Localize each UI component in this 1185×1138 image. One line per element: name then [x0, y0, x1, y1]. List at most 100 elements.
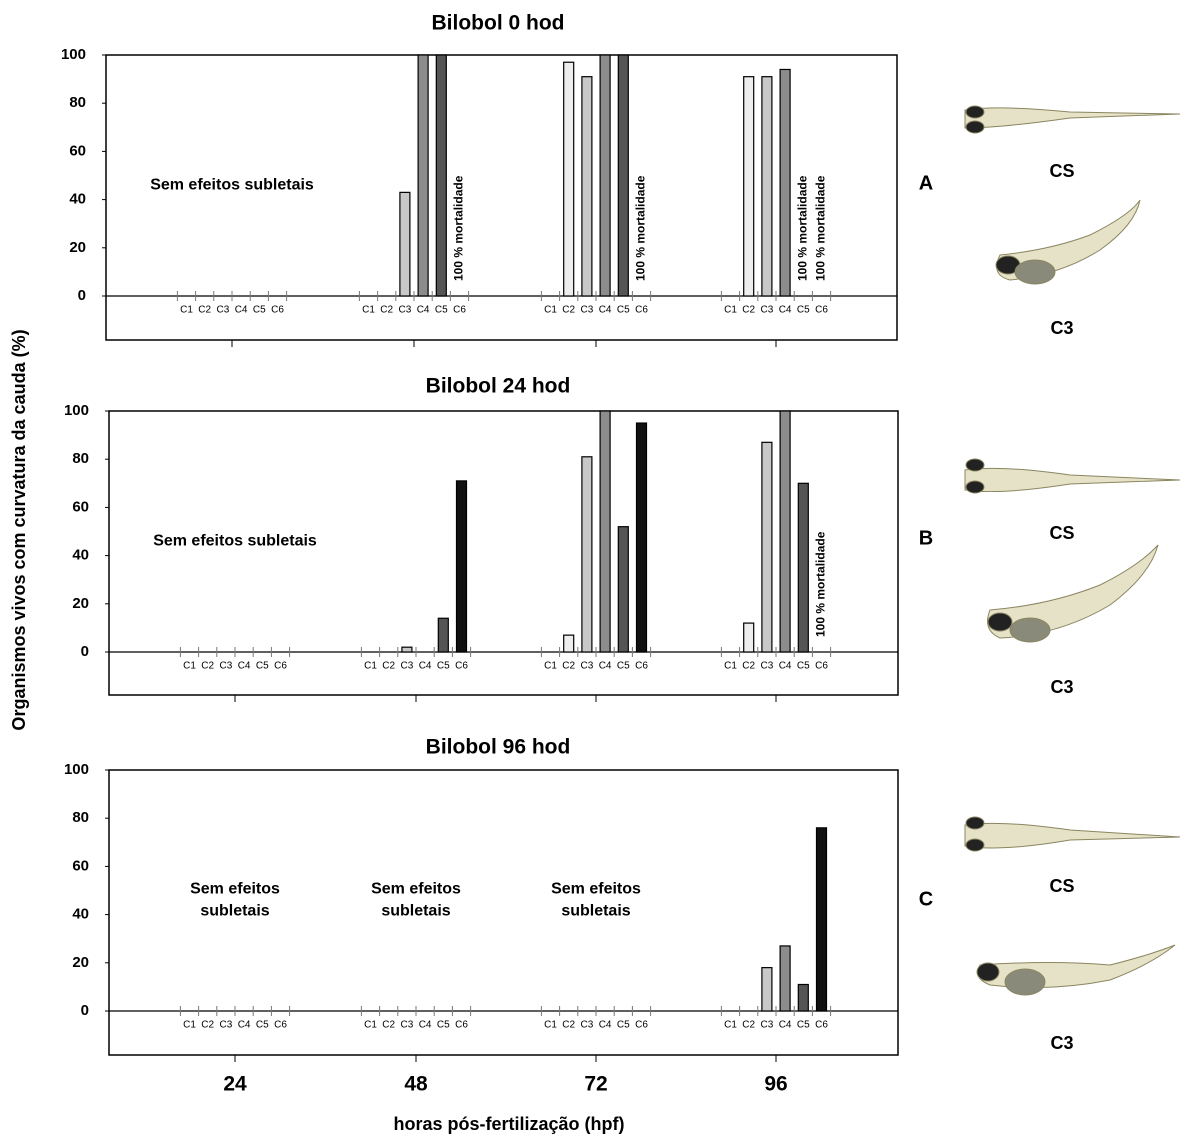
category-label: C3 — [581, 305, 594, 316]
category-label: C5 — [256, 1020, 269, 1031]
category-label: C5 — [797, 1020, 810, 1031]
note: Sem efeitos — [190, 880, 280, 897]
category-label: C6 — [274, 661, 287, 672]
bar — [399, 191, 411, 297]
category-label: C4 — [419, 1020, 432, 1031]
fish-label: C3 — [1050, 1033, 1073, 1053]
mortality-label: 100 % mortalidade — [814, 175, 828, 281]
category-label: C6 — [274, 1020, 287, 1031]
mortality-label: 100 % mortalidade — [795, 175, 809, 281]
bar — [581, 456, 593, 653]
category-label: C6 — [635, 305, 648, 316]
category-label: C1 — [183, 1020, 196, 1031]
chart-title: Bilobol 96 hod — [426, 736, 571, 759]
y-tick-label: 20 — [69, 239, 86, 256]
fish-images — [964, 105, 1181, 996]
bar — [635, 422, 648, 653]
category-label: C4 — [779, 661, 792, 672]
panel-letter: B — [919, 527, 933, 549]
category-label: C6 — [815, 661, 828, 672]
x-group-label: 96 — [764, 1073, 787, 1096]
category-label: C3 — [220, 661, 233, 672]
category-label: C5 — [797, 661, 810, 672]
category-label: C6 — [453, 305, 466, 316]
y-tick-label: 100 — [64, 402, 89, 419]
note: subletais — [561, 902, 630, 919]
category-label: C2 — [742, 1020, 755, 1031]
y-tick-label: 60 — [72, 857, 89, 874]
bar — [761, 441, 773, 653]
y-tick-label: 40 — [72, 547, 89, 564]
fish-label: CS — [1049, 523, 1074, 543]
bar — [797, 482, 809, 653]
category-label: C2 — [562, 305, 575, 316]
category-label: C5 — [253, 305, 266, 316]
x-group-label: 48 — [404, 1073, 428, 1096]
y-tick-label: 0 — [78, 287, 86, 304]
category-label: C6 — [455, 661, 468, 672]
y-tick-label: 0 — [81, 1002, 89, 1019]
chart-title: Bilobol 0 hod — [432, 12, 565, 35]
category-label: C4 — [779, 1020, 792, 1031]
y-tick-label: 80 — [69, 94, 86, 111]
y-tick-label: 100 — [61, 46, 86, 63]
category-label: C2 — [382, 661, 395, 672]
note: Sem efeitos — [371, 880, 461, 897]
panel-letter: A — [919, 172, 933, 194]
category-label: C4 — [417, 305, 430, 316]
category-label: C1 — [544, 1020, 557, 1031]
category-label: C6 — [455, 1020, 468, 1031]
category-label: C2 — [562, 661, 575, 672]
category-label: C3 — [220, 1020, 233, 1031]
fish — [995, 199, 1141, 285]
category-label: C3 — [401, 661, 414, 672]
bar — [779, 410, 791, 653]
note: Sem efeitos subletais — [153, 532, 317, 549]
y-tick-label: 40 — [72, 906, 89, 923]
category-label: C3 — [761, 305, 774, 316]
category-label: C1 — [364, 1020, 377, 1031]
y-tick-label: 20 — [72, 954, 89, 971]
note: Sem efeitos — [551, 880, 641, 897]
bar — [743, 622, 755, 653]
y-tick-label: 0 — [81, 643, 89, 660]
bar — [563, 634, 575, 653]
category-label: C5 — [617, 1020, 630, 1031]
x-group-label: 72 — [584, 1073, 607, 1096]
bar — [581, 76, 593, 297]
category-label: C3 — [761, 661, 774, 672]
bar — [563, 61, 575, 297]
category-label: C3 — [581, 1020, 594, 1031]
bar — [599, 410, 611, 653]
note: subletais — [381, 902, 450, 919]
bar — [599, 54, 611, 297]
y-tick-label: 40 — [69, 191, 86, 208]
bar — [761, 76, 773, 297]
fish-label: C3 — [1050, 318, 1073, 338]
fish-label: C3 — [1050, 677, 1073, 697]
category-label: C5 — [617, 305, 630, 316]
category-label: C1 — [180, 305, 193, 316]
fish — [964, 105, 1181, 134]
category-label: C1 — [364, 661, 377, 672]
note: subletais — [200, 902, 269, 919]
category-label: C2 — [382, 1020, 395, 1031]
chart-title: Bilobol 24 hod — [426, 375, 571, 398]
category-label: C2 — [562, 1020, 575, 1031]
category-label: C1 — [544, 305, 557, 316]
fish-label: CS — [1049, 161, 1074, 181]
y-tick-label: 20 — [72, 595, 89, 612]
bar — [437, 617, 449, 653]
category-label: C2 — [742, 661, 755, 672]
x-group-label: 24 — [223, 1073, 247, 1096]
fish — [976, 944, 1176, 996]
y-tick-label: 100 — [64, 761, 89, 778]
category-label: C3 — [399, 305, 412, 316]
category-label: C1 — [544, 661, 557, 672]
y-tick-label: 60 — [72, 498, 89, 515]
bar — [779, 68, 791, 297]
bar — [455, 480, 468, 653]
category-label: C5 — [437, 661, 450, 672]
category-label: C5 — [435, 305, 448, 316]
